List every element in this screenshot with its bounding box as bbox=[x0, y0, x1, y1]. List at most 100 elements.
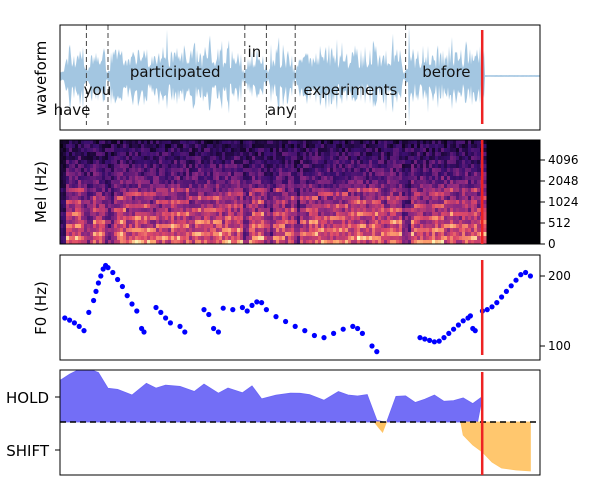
mel-cell bbox=[228, 164, 232, 169]
mel-cell bbox=[441, 232, 445, 237]
mel-cell bbox=[390, 236, 394, 241]
mel-cell bbox=[390, 232, 394, 237]
mel-cell bbox=[84, 156, 88, 161]
mel-cell bbox=[66, 212, 70, 217]
mel-cell bbox=[174, 216, 178, 221]
mel-cell bbox=[261, 224, 265, 229]
mel-cell bbox=[168, 200, 172, 205]
mel-cell bbox=[231, 160, 235, 165]
mel-cell bbox=[300, 224, 304, 229]
mel-cell bbox=[201, 192, 205, 197]
mel-cell bbox=[150, 168, 154, 173]
mel-cell bbox=[375, 208, 379, 213]
mel-cell bbox=[318, 232, 322, 237]
mel-cell bbox=[66, 232, 70, 237]
mel-cell bbox=[132, 184, 136, 189]
mel-cell bbox=[93, 236, 97, 241]
mel-cell bbox=[237, 212, 241, 217]
mel-cell bbox=[123, 180, 127, 185]
mel-cell bbox=[225, 236, 229, 241]
mel-cell bbox=[369, 172, 373, 177]
mel-cell bbox=[327, 156, 331, 161]
mel-cell bbox=[63, 140, 67, 145]
mel-cell bbox=[258, 144, 262, 149]
mel-cell bbox=[339, 160, 343, 165]
mel-cell bbox=[384, 232, 388, 237]
mel-cell bbox=[195, 232, 199, 237]
mel-cell bbox=[225, 188, 229, 193]
mel-cell bbox=[351, 168, 355, 173]
mel-cell bbox=[237, 220, 241, 225]
mel-cell bbox=[336, 164, 340, 169]
mel-cell bbox=[162, 200, 166, 205]
mel-cell bbox=[216, 160, 220, 165]
mel-cell bbox=[459, 172, 463, 177]
mel-cell bbox=[456, 144, 460, 149]
mel-cell bbox=[447, 236, 451, 241]
mel-cell bbox=[483, 160, 487, 165]
mel-cell bbox=[288, 148, 292, 153]
mel-cell bbox=[270, 220, 274, 225]
mel-cell bbox=[147, 172, 151, 177]
mel-cell bbox=[114, 236, 118, 241]
mel-cell bbox=[387, 208, 391, 213]
mel-cell bbox=[318, 208, 322, 213]
mel-cell bbox=[210, 220, 214, 225]
mel-cell bbox=[252, 160, 256, 165]
mel-cell bbox=[60, 184, 64, 189]
mel-cell bbox=[243, 240, 247, 244]
mel-cell bbox=[321, 216, 325, 221]
mel-cell bbox=[384, 220, 388, 225]
mel-cell bbox=[342, 144, 346, 149]
mel-cell bbox=[102, 212, 106, 217]
mel-cell bbox=[177, 212, 181, 217]
mel-cell bbox=[195, 164, 199, 169]
mel-cell bbox=[264, 148, 268, 153]
mel-cell bbox=[321, 212, 325, 217]
mel-cell bbox=[342, 232, 346, 237]
mel-cell bbox=[351, 208, 355, 213]
mel-cell bbox=[159, 188, 163, 193]
mel-cell bbox=[156, 160, 160, 165]
mel-cell bbox=[114, 224, 118, 229]
mel-cell bbox=[78, 224, 82, 229]
mel-cell bbox=[297, 168, 301, 173]
mel-cell bbox=[105, 140, 109, 145]
mel-cell bbox=[363, 152, 367, 157]
mel-cell bbox=[63, 216, 67, 221]
mel-cell bbox=[339, 236, 343, 241]
mel-cell bbox=[297, 160, 301, 165]
mel-cell bbox=[177, 204, 181, 209]
mel-cell bbox=[471, 212, 475, 217]
mel-cell bbox=[381, 196, 385, 201]
mel-cell bbox=[159, 148, 163, 153]
mel-cell bbox=[402, 168, 406, 173]
mel-cell bbox=[210, 184, 214, 189]
mel-cell bbox=[117, 212, 121, 217]
mel-cell bbox=[219, 164, 223, 169]
mel-cell bbox=[93, 188, 97, 193]
mel-cell bbox=[423, 240, 427, 244]
mel-cell bbox=[75, 172, 79, 177]
mel-cell bbox=[450, 200, 454, 205]
mel-cell bbox=[114, 184, 118, 189]
mel-cell bbox=[279, 140, 283, 145]
mel-cell bbox=[123, 192, 127, 197]
mel-cell bbox=[342, 240, 346, 244]
mel-cell bbox=[117, 208, 121, 213]
mel-cell bbox=[183, 168, 187, 173]
mel-cell bbox=[477, 220, 481, 225]
mel-cell bbox=[78, 140, 82, 145]
mel-cell bbox=[171, 152, 175, 157]
mel-cell bbox=[168, 152, 172, 157]
mel-cell bbox=[108, 176, 112, 181]
mel-cell bbox=[264, 180, 268, 185]
mel-cell bbox=[408, 152, 412, 157]
mel-cell bbox=[249, 152, 253, 157]
mel-cell bbox=[354, 144, 358, 149]
mel-cell bbox=[240, 228, 244, 233]
mel-cell bbox=[87, 176, 91, 181]
mel-cell bbox=[318, 152, 322, 157]
mel-cell bbox=[384, 140, 388, 145]
mel-cell bbox=[264, 200, 268, 205]
